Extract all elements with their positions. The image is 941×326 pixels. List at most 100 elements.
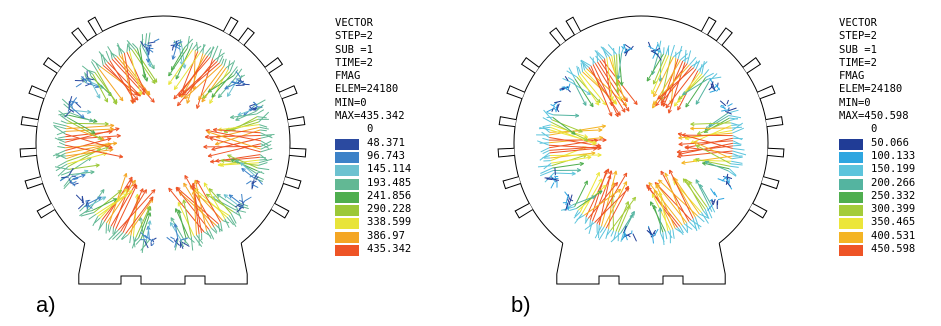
force-arrow [548, 144, 602, 149]
force-arrow [208, 229, 215, 240]
arrow-head [145, 58, 149, 63]
arrow-head [116, 133, 121, 137]
arrow-head [131, 179, 136, 183]
arrow-head [173, 85, 176, 90]
arrow-head [690, 126, 695, 129]
force-arrow [599, 226, 605, 233]
force-arrow [174, 223, 179, 240]
force-arrow [66, 146, 109, 162]
force-arrow [553, 177, 559, 180]
arrow-head [172, 56, 176, 60]
vector-legend: VECTOR STEP=2 SUB =1 TIME=2 FMAG ELEM=24… [335, 17, 411, 257]
arrow-head [668, 109, 672, 114]
force-arrow [623, 225, 627, 234]
legend-entry: 200.266 [839, 177, 915, 190]
force-arrow [594, 49, 603, 60]
force-arrow [688, 221, 698, 230]
force-arrow [202, 43, 205, 54]
force-arrow [196, 234, 204, 244]
force-arrow [186, 36, 190, 49]
force-arrow [202, 71, 231, 99]
force-arrow [726, 173, 729, 178]
cooling-fin [287, 116, 306, 128]
force-arrow [235, 68, 243, 78]
arrow-head [216, 136, 221, 139]
legend-entry: 50.066 [839, 137, 909, 150]
arrow-head [605, 168, 609, 172]
force-arrow [731, 122, 744, 131]
arrow-head [633, 211, 635, 216]
arrow-head [135, 193, 138, 198]
force-arrow [61, 176, 69, 179]
force-arrow [230, 113, 257, 118]
force-arrow [597, 61, 630, 112]
force-arrow [210, 156, 260, 163]
force-arrow [126, 51, 146, 93]
arrow-head [196, 105, 201, 109]
force-arrow [728, 168, 737, 176]
force-arrow [244, 196, 252, 202]
arrow-head [599, 190, 603, 195]
force-arrow [699, 63, 703, 73]
arrow-head [213, 127, 218, 131]
arrow-head [174, 87, 179, 91]
force-arrow [615, 201, 629, 232]
arrow-head [695, 101, 700, 105]
arrow-head [653, 81, 657, 85]
arrow-head [201, 97, 204, 102]
arrow-head [178, 191, 182, 196]
force-arrow [550, 146, 587, 162]
force-arrow [682, 78, 708, 96]
force-arrow [699, 213, 710, 219]
arrow-head [149, 62, 152, 67]
force-arrow [708, 205, 713, 213]
arrow-head [92, 129, 96, 134]
force-arrow [258, 162, 268, 166]
arrow-head [100, 189, 105, 192]
arrow-head [580, 163, 584, 167]
force-arrow [60, 120, 68, 124]
force-arrow [53, 125, 66, 135]
arrow-head [110, 123, 115, 126]
arrow-head [98, 135, 103, 140]
arrow-head [107, 138, 112, 142]
force-arrow [732, 142, 742, 145]
force-arrow [707, 204, 713, 211]
force-arrow [87, 69, 96, 73]
force-arrow [695, 80, 710, 105]
force-arrow [227, 60, 231, 70]
panel-caption: b) [511, 292, 531, 317]
legend-entry: 100.133 [839, 150, 915, 163]
force-arrow [607, 44, 617, 55]
arrow-head [583, 180, 588, 184]
force-arrow [241, 168, 255, 179]
force-arrow [260, 147, 273, 153]
force-arrow [689, 56, 697, 66]
legend-swatch [335, 205, 359, 217]
arrow-head [576, 169, 581, 173]
cooling-fin [283, 176, 302, 190]
arrow-head [181, 93, 186, 96]
force-arrow [234, 209, 247, 213]
legend-entry: 250.332 [839, 190, 915, 203]
force-arrow [171, 45, 175, 51]
cooling-fin [748, 202, 768, 219]
force-arrow [131, 49, 156, 84]
arrow-head [189, 185, 192, 190]
force-arrow [555, 105, 558, 113]
arrow-head [104, 99, 108, 103]
force-arrow [553, 101, 558, 106]
force-arrow [653, 56, 674, 97]
force-arrow [177, 202, 195, 237]
arrow-head [177, 209, 180, 214]
arrow-head [196, 179, 201, 183]
force-arrow [179, 39, 183, 48]
force-arrow [220, 222, 223, 232]
force-arrow [145, 46, 149, 52]
force-arrow [595, 55, 601, 62]
arrow-head [208, 188, 211, 193]
arrow-head [690, 123, 695, 127]
force-arrow [590, 65, 613, 117]
arrow-head [678, 132, 683, 135]
arrow-head [177, 202, 182, 206]
